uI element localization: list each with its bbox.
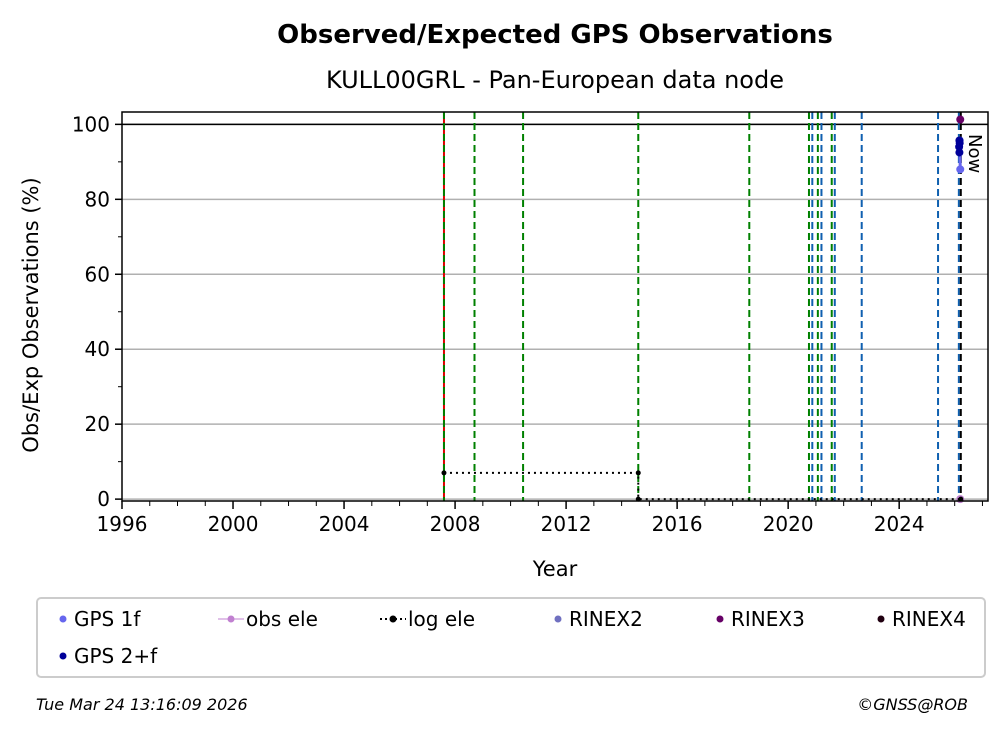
data-point (956, 115, 965, 124)
x-axis-label: Year (532, 557, 578, 581)
x-tick-label: 2016 (652, 512, 703, 536)
data-point (955, 142, 964, 151)
x-tick-label: 2004 (319, 512, 370, 536)
legend-marker (877, 615, 885, 623)
legend-marker (716, 615, 724, 623)
legend-label: RINEX4 (892, 607, 966, 631)
legend-marker (227, 615, 235, 623)
data-point (956, 165, 965, 174)
legend-marker (59, 652, 67, 660)
y-axis-label: Obs/Exp Observations (%) (19, 177, 43, 452)
now-label: Now (964, 134, 985, 173)
x-tick-label: 2020 (763, 512, 814, 536)
x-tick-label: 2000 (208, 512, 259, 536)
legend-label: GPS 1f (74, 607, 141, 631)
y-tick-label: 100 (72, 112, 110, 136)
legend-label: log ele (408, 607, 475, 631)
legend-label: obs ele (246, 607, 318, 631)
legend-marker (59, 615, 67, 623)
footer-credit: ©GNSS@ROB (857, 695, 968, 714)
y-tick-label: 60 (85, 262, 110, 286)
legend-label: GPS 2+f (74, 644, 158, 668)
data-point (635, 470, 641, 476)
x-tick-label: 2012 (541, 512, 592, 536)
axes-frame (121, 111, 989, 502)
data-point (955, 148, 964, 157)
chart-subtitle: KULL00GRL - Pan-European data node (326, 66, 784, 94)
legend-box (36, 597, 986, 678)
legend-label: RINEX3 (731, 607, 805, 631)
x-tick-label: 2024 (874, 512, 925, 536)
data-point (441, 470, 447, 476)
y-tick-label: 80 (85, 187, 110, 211)
y-tick-label: 20 (85, 412, 110, 436)
legend-marker (389, 615, 397, 623)
footer-timestamp: Tue Mar 24 13:16:09 2026 (36, 695, 248, 714)
chart-title: Observed/Expected GPS Observations (277, 20, 833, 50)
series-line-log-ele (443, 471, 961, 501)
x-tick-label: 1996 (97, 512, 148, 536)
y-tick-label: 0 (97, 487, 110, 511)
y-tick-label: 40 (85, 337, 110, 361)
legend-marker (554, 615, 562, 623)
x-tick-label: 2008 (430, 512, 481, 536)
legend-label: RINEX2 (569, 607, 643, 631)
